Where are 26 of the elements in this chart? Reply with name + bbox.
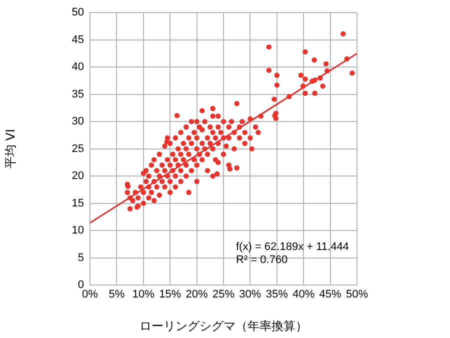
y-tick-label: 0 [78, 279, 84, 292]
y-tick-label: 15 [72, 197, 84, 210]
y-tick-label: 5 [78, 252, 84, 264]
x-tick-label: 45% [319, 288, 342, 301]
x-tick-label: 35% [266, 288, 288, 301]
x-tick-label: 30% [239, 288, 262, 301]
x-axis-title: ローリングシグマ（年率換算） [140, 318, 308, 333]
x-tick-label: 5% [108, 288, 125, 301]
x-tick-label: 20% [186, 288, 208, 301]
x-tick-label: 25% [212, 288, 235, 301]
x-tick-label: 15% [159, 288, 182, 301]
annotation: R² = 0.760 [236, 254, 289, 267]
y-axis-title: 平均 VI [3, 129, 18, 169]
x-tick-label: 40% [292, 288, 315, 301]
y-tick-label: 40 [72, 61, 84, 74]
y-tick-label: 50 [72, 6, 84, 19]
y-tick-label: 45 [72, 34, 84, 46]
x-tick-label: 50% [346, 288, 368, 301]
y-tick-label: 20 [72, 170, 84, 182]
y-tick-label: 30 [72, 116, 84, 128]
x-tick-label: 0% [82, 288, 98, 301]
annotation: f(x) = 62.189x + 11.444 [236, 241, 349, 254]
y-tick-label: 35 [72, 88, 84, 100]
x-tick-label: 10% [132, 288, 155, 301]
y-tick-label: 10 [72, 224, 84, 237]
y-tick-label: 25 [72, 142, 84, 155]
